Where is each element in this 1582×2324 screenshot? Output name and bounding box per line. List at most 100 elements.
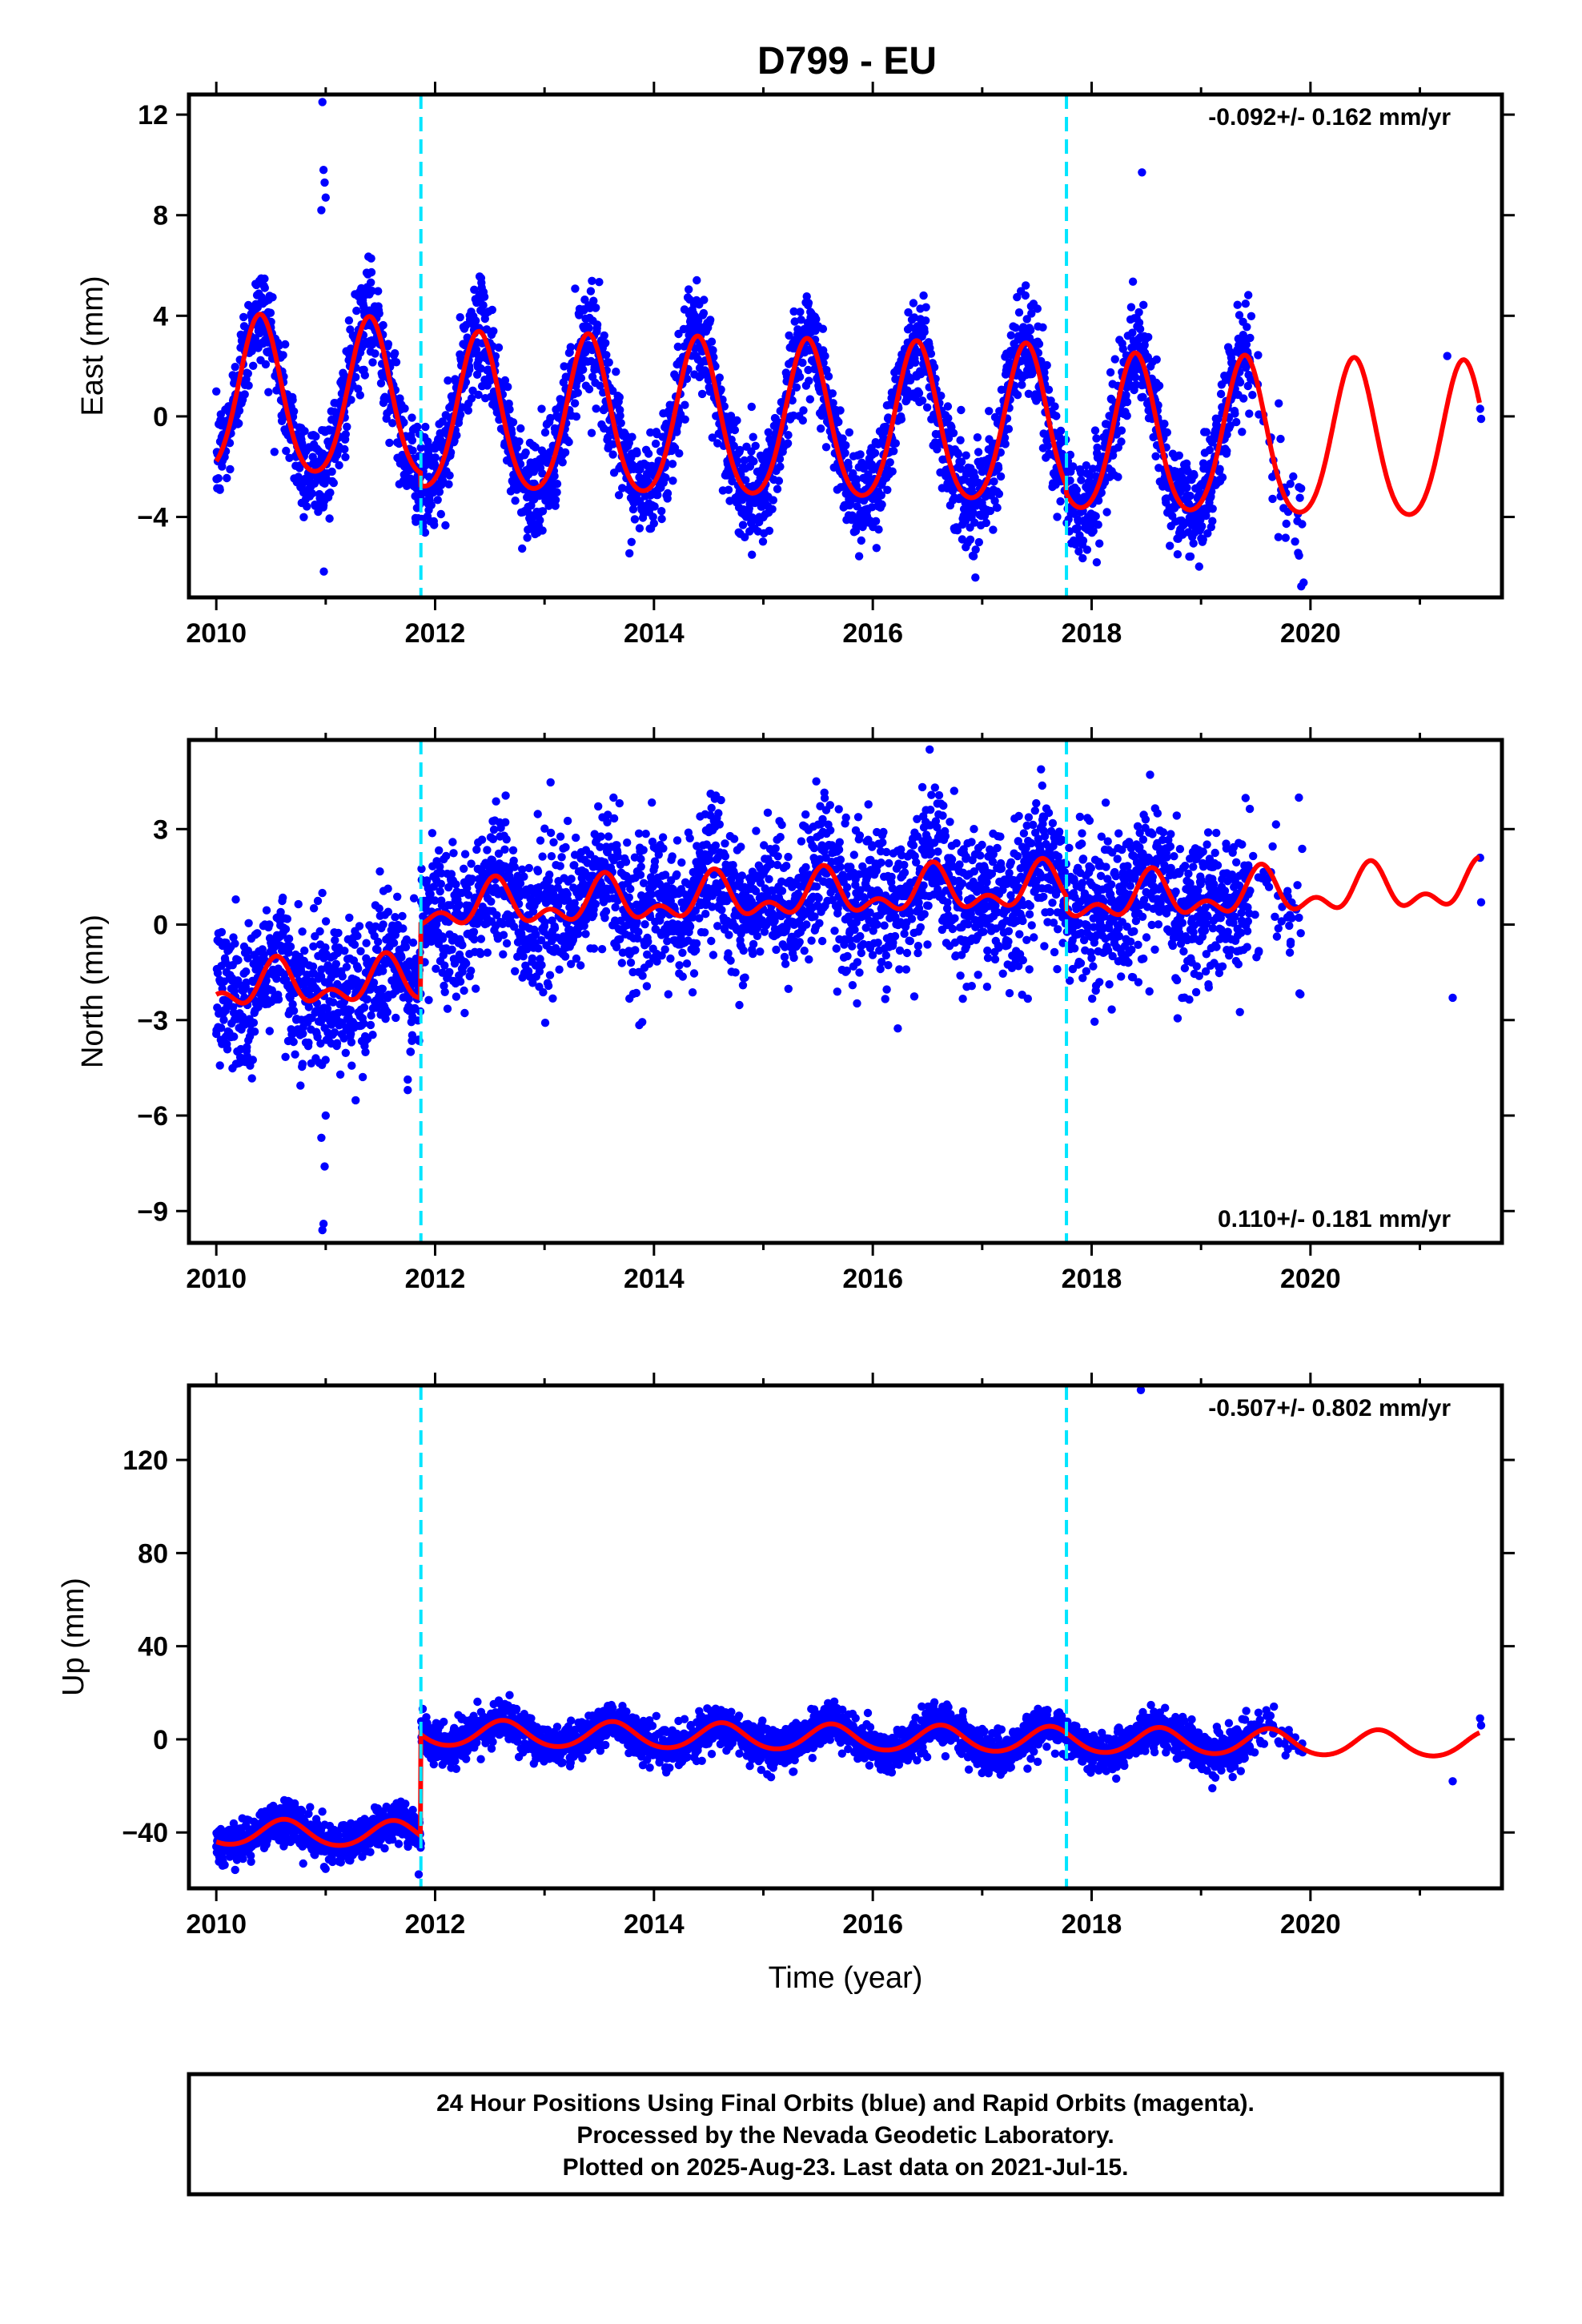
data-point (551, 496, 560, 505)
data-point (408, 436, 417, 445)
data-point (281, 340, 290, 349)
east-rate-label: -0.092+/- 0.162 mm/yr (1208, 104, 1451, 131)
data-point (289, 407, 299, 416)
data-point (552, 480, 562, 489)
data-point (438, 935, 448, 943)
data-point (1093, 443, 1102, 452)
data-point (1233, 300, 1242, 309)
data-point (1239, 394, 1248, 403)
data-point (576, 961, 585, 970)
data-point (1282, 519, 1291, 529)
data-point (715, 373, 724, 382)
data-point (1026, 326, 1035, 335)
data-point (558, 458, 567, 467)
data-point (436, 887, 444, 896)
data-point (388, 419, 397, 428)
data-point (1295, 551, 1303, 560)
data-point (1130, 373, 1140, 382)
data-point (534, 944, 543, 953)
data-point (243, 369, 252, 378)
data-point (644, 449, 653, 458)
data-point (944, 414, 953, 423)
data-point (1043, 441, 1053, 450)
data-point (391, 913, 400, 922)
data-point (424, 995, 433, 1005)
data-point (537, 404, 546, 413)
data-point (552, 488, 561, 497)
data-point (774, 476, 784, 485)
data-point (631, 946, 640, 955)
data-point (775, 454, 785, 464)
data-point (1443, 352, 1452, 360)
data-point (368, 358, 377, 367)
data-point (805, 376, 813, 385)
data-point (1073, 524, 1082, 533)
data-point (331, 959, 340, 969)
data-point (921, 303, 930, 312)
data-point (327, 467, 336, 476)
data-point (1162, 428, 1172, 437)
data-point (608, 386, 617, 396)
data-point (608, 440, 618, 448)
data-point (231, 939, 239, 948)
data-point (1476, 414, 1486, 424)
data-point (356, 947, 365, 956)
data-point (225, 439, 235, 448)
data-point (845, 428, 854, 437)
data-point (416, 443, 425, 452)
data-point (331, 935, 339, 945)
data-point (215, 1061, 224, 1070)
data-point (758, 537, 768, 546)
data-point (325, 514, 334, 523)
data-point (877, 500, 886, 509)
data-point (458, 941, 467, 950)
data-point (922, 403, 932, 412)
data-point (521, 448, 530, 457)
data-point (499, 950, 508, 959)
data-point (472, 984, 480, 993)
data-point (433, 496, 442, 505)
data-point (697, 389, 707, 399)
data-point (971, 545, 980, 554)
data-point (460, 850, 470, 858)
data-point (612, 368, 620, 376)
data-point (462, 959, 471, 968)
data-point (1241, 300, 1251, 308)
data-point (729, 441, 738, 450)
data-point (291, 1050, 299, 1059)
data-point (340, 444, 349, 454)
data-point (311, 432, 320, 441)
data-point (452, 880, 460, 889)
data-point (1238, 428, 1247, 436)
data-point (286, 942, 295, 951)
data-point (499, 931, 508, 939)
data-point (428, 829, 437, 838)
data-point (334, 928, 343, 938)
data-point (1268, 494, 1277, 504)
data-point (353, 931, 362, 940)
data-point (641, 830, 650, 838)
data-point (239, 312, 248, 322)
data-point (359, 1019, 368, 1028)
data-point (516, 424, 525, 433)
data-point (1291, 537, 1299, 546)
east-points (212, 98, 1486, 591)
data-point (681, 415, 689, 424)
data-point (367, 1011, 375, 1020)
data-point (685, 285, 693, 294)
data-point (736, 445, 745, 455)
data-point (250, 1027, 259, 1036)
east-y-axis-label: East (mm) (76, 275, 110, 416)
data-point (1281, 533, 1291, 542)
data-point (408, 413, 416, 422)
data-point (397, 953, 406, 962)
data-point (518, 544, 527, 553)
data-point (956, 436, 965, 444)
data-point (313, 896, 323, 906)
data-point (234, 955, 243, 965)
data-point (989, 525, 998, 534)
data-point (596, 832, 605, 841)
data-point (773, 485, 782, 493)
data-point (560, 362, 568, 371)
data-point (974, 537, 984, 547)
